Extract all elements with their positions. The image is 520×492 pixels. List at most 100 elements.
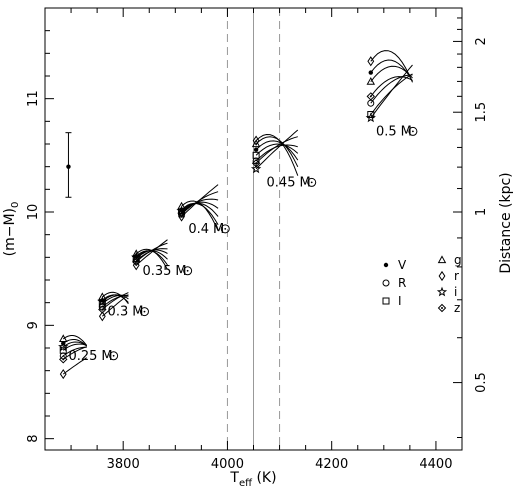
model-track <box>255 133 299 176</box>
legend-marker-i <box>436 286 448 297</box>
mass-label: 0.4 M <box>188 222 224 237</box>
marker-shape <box>383 262 389 268</box>
y-tick-label: 10 <box>26 204 41 221</box>
model-track <box>101 292 129 310</box>
mass-label: 0.5 M <box>376 124 412 139</box>
mass-label-value: 0.35 <box>142 264 171 279</box>
model-track <box>255 144 298 162</box>
legend-label: R <box>398 276 406 290</box>
marker-dot <box>135 260 138 263</box>
marker-shape <box>59 368 67 380</box>
legend-marker-I <box>382 297 390 305</box>
marker-dot <box>255 162 258 165</box>
sun-symbol-icon <box>183 266 193 276</box>
model-track <box>255 140 299 161</box>
x-tick-label: 4000 <box>211 457 244 472</box>
model-track <box>370 59 413 82</box>
y2-tick-label: 1 <box>474 208 489 216</box>
legend-marker-r <box>438 270 446 282</box>
sun-symbol-icon <box>220 224 230 234</box>
data-point-z <box>251 159 261 168</box>
data-point-z <box>366 92 375 101</box>
marker-shape <box>437 255 447 264</box>
marker-shape <box>132 257 141 267</box>
marker-shape <box>98 300 106 308</box>
marker-shape <box>98 311 106 322</box>
marker-shape <box>59 346 67 354</box>
model-track <box>255 136 298 164</box>
marker-shape <box>365 112 376 123</box>
model-track <box>370 64 413 119</box>
legend-label: z <box>454 301 460 315</box>
model-tracks-layer <box>62 50 413 375</box>
marker-shape <box>382 279 390 287</box>
sun-symbol-dot <box>143 310 146 313</box>
sun-symbol-dot <box>112 354 115 357</box>
data-point-g <box>98 292 107 301</box>
data-point-g <box>131 249 141 258</box>
data-point-g <box>366 77 376 85</box>
mass-label: 0.3 M <box>108 305 144 320</box>
data-point-I <box>252 151 260 159</box>
model-track <box>370 73 413 115</box>
y-axis-label-sub: 0 <box>10 202 21 208</box>
data-point-r <box>367 56 375 67</box>
legend-marker-z <box>437 303 447 313</box>
mass-label-unit: M <box>175 264 186 279</box>
mass-label-value: 0.4 <box>188 222 209 237</box>
data-point-z <box>177 208 186 218</box>
legend-label: I <box>398 294 402 308</box>
data-point-z <box>59 355 68 364</box>
marker-shape <box>131 249 141 258</box>
data-points-layer <box>58 56 376 380</box>
marker-shape <box>436 286 448 297</box>
mass-label-unit: M <box>101 349 112 364</box>
x-axis-label-unit: (K) <box>252 470 277 486</box>
sun-symbol-icon <box>408 126 418 136</box>
model-track <box>62 357 87 375</box>
error-bar-point <box>66 164 71 169</box>
data-point-V <box>253 147 259 152</box>
legend-label: r <box>454 269 459 283</box>
marker-shape <box>59 355 68 364</box>
model-track <box>62 346 87 360</box>
error-bar <box>65 132 72 198</box>
marker-shape <box>367 99 375 107</box>
model-track <box>135 239 168 266</box>
model-track <box>135 250 168 266</box>
model-track <box>370 76 413 97</box>
model-track <box>181 200 219 232</box>
mass-label-value: 0.45 <box>267 175 296 190</box>
marker-shape <box>252 135 260 146</box>
model-track <box>135 248 168 270</box>
data-point-I <box>98 300 106 308</box>
x-tick-label: 3800 <box>107 457 140 472</box>
sun-symbol-dot <box>310 181 313 184</box>
sun-symbol-dot <box>412 130 414 133</box>
y2-tick-label: 1.5 <box>474 102 489 123</box>
y-axis-label-main: (m−M) <box>2 208 18 256</box>
mass-label-unit: M <box>299 175 310 190</box>
mass-label: 0.25 M <box>68 349 112 364</box>
y-tick-label: 11 <box>26 90 41 107</box>
sun-symbol-icon <box>307 177 317 187</box>
data-point-I <box>59 346 67 354</box>
y-axis-label-right: Distance (kpc) <box>498 172 514 273</box>
sun-symbol-icon <box>139 307 149 317</box>
marker-shape <box>253 147 259 152</box>
model-track <box>370 74 413 104</box>
marker-shape <box>58 341 69 352</box>
y2-tick-label: 0.5 <box>474 372 489 393</box>
data-point-i <box>250 163 262 174</box>
marker-shape <box>382 297 390 305</box>
model-track <box>62 339 88 347</box>
y-axis-label-left: (m−M)0 <box>2 202 21 257</box>
legend-marker-g <box>437 255 447 264</box>
data-point-g <box>251 139 261 148</box>
data-point-i <box>365 112 376 123</box>
marker-dot <box>62 358 65 361</box>
x-tick-label: 4400 <box>419 457 452 472</box>
vertical-lines-layer <box>226 8 281 450</box>
marker-shape <box>367 111 375 119</box>
